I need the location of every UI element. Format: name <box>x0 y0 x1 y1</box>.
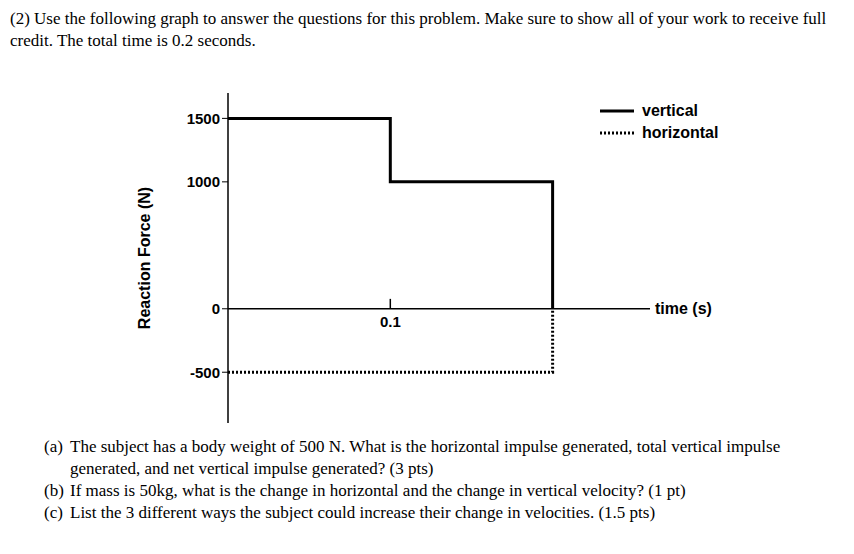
html-text:vertical: vertical <box>642 102 698 119</box>
html-text:horizontal: horizontal <box>642 124 719 141</box>
html-text:List the 3 different ways the: List the 3 different ways the subject co… <box>70 503 656 522</box>
svg-text:-500: -500 <box>190 364 220 381</box>
html-text:(c): (c) <box>44 503 63 522</box>
svg-text:1000: 1000 <box>187 173 220 190</box>
html-text:(2) Use the following graph to: (2) Use the following graph to answer th… <box>10 9 827 50</box>
svg-text:time (s): time (s) <box>655 300 712 317</box>
svg-text:0.1: 0.1 <box>380 313 401 330</box>
html-text:The subject has a body weight: The subject has a body weight of 500 N. … <box>70 437 781 478</box>
html-text:(b) If mass is 50kg, what is t: (b) If mass is 50kg, what is the change … <box>44 481 686 500</box>
svg-text:1500: 1500 <box>187 110 220 127</box>
svg-text:Reaction Force (N): Reaction Force (N) <box>136 187 153 329</box>
html-text:(a): (a) <box>44 437 63 456</box>
svg-text:0: 0 <box>212 300 220 317</box>
